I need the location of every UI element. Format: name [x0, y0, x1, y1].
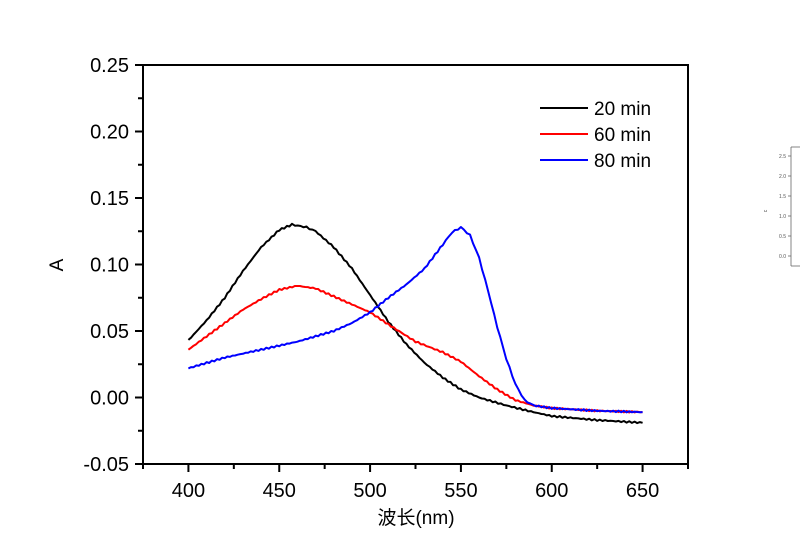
inset-chart-fragment: 2.5 2.0 1.5 1.0 0.5 0.0 c	[763, 146, 800, 267]
inset-tick-label: 1.0	[779, 214, 786, 220]
y-axis-ticks: -0.05 0.00 0.05 0.10 0.15 0.20 0.25	[83, 55, 143, 476]
y-axis-title: A	[47, 258, 68, 271]
inset-tick-label: 0.5	[779, 234, 786, 240]
x-axis-ticks: 400 450 500 550 600 650	[142, 464, 689, 502]
x-tick-label: 550	[444, 480, 477, 502]
series-layer	[187, 222, 643, 425]
legend-label: 20 min	[594, 99, 651, 120]
inset-tick-label: 2.0	[779, 174, 786, 180]
legend-label: 60 min	[594, 125, 651, 146]
y-tick-label: 0.25	[90, 55, 129, 77]
y-tick-label: 0.05	[90, 321, 129, 343]
y-tick-label: 0.20	[90, 122, 129, 144]
inset-y-axis-title: c	[763, 209, 769, 212]
x-tick-label: 600	[535, 480, 568, 502]
x-tick-label: 650	[626, 480, 659, 502]
x-tick-label: 450	[263, 480, 296, 502]
legend-label: 80 min	[594, 151, 651, 172]
inset-tick-label: 2.5	[779, 154, 786, 160]
inset-tick-label: 1.5	[779, 194, 786, 200]
inset-tick-label: 0.0	[779, 254, 786, 260]
x-tick-label: 500	[353, 480, 386, 502]
y-tick-label: 0.00	[90, 388, 129, 410]
y-tick-label: 0.15	[90, 188, 129, 210]
x-axis-title: 波长(nm)	[377, 507, 454, 529]
y-tick-label: -0.05	[83, 454, 129, 476]
series-line-80-min	[187, 226, 643, 414]
legend: 20 min 60 min 80 min	[540, 99, 651, 172]
x-tick-label: 400	[172, 480, 205, 502]
y-tick-label: 0.10	[90, 255, 129, 277]
series-line-20-min	[187, 222, 643, 425]
